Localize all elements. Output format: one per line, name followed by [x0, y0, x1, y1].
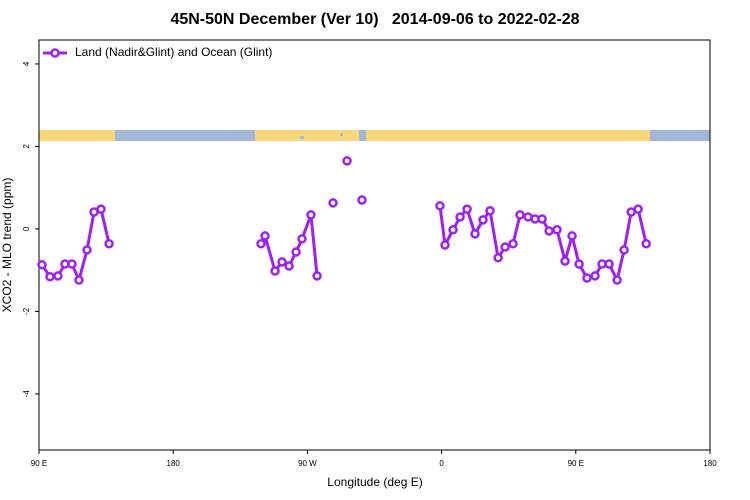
data-point — [448, 224, 458, 235]
x-tick-label: 180 — [167, 459, 181, 468]
chart-title: 45N-50N December (Ver 10) 2014-09-06 to … — [170, 11, 579, 28]
series-line — [40, 205, 648, 282]
data-point — [277, 257, 287, 267]
y-tick-label: 4 — [22, 61, 31, 66]
data-point — [435, 201, 445, 211]
x-tick-label: 90 E — [568, 459, 584, 468]
data-point — [328, 198, 338, 208]
data-point — [53, 271, 63, 281]
legend-marker — [50, 48, 60, 58]
data-point — [478, 215, 488, 225]
data-point — [470, 229, 480, 239]
data-point — [270, 266, 280, 276]
data-point — [440, 240, 450, 250]
x-axis-label: Longitude (deg E) — [327, 475, 422, 489]
data-point — [37, 260, 47, 270]
data-point — [297, 234, 307, 244]
data-point — [574, 259, 584, 269]
x-tick-label: 180 — [703, 459, 717, 468]
data-point — [74, 275, 84, 285]
data-point — [260, 231, 270, 241]
y-tick-label: -2 — [22, 307, 31, 315]
data-point — [582, 273, 592, 283]
x-tick-label: 90 E — [31, 459, 47, 468]
data-point — [619, 245, 629, 255]
data-point — [284, 261, 294, 271]
data-point — [104, 239, 114, 249]
data-point — [537, 214, 547, 224]
data-point — [544, 226, 554, 236]
data-point — [590, 271, 600, 281]
data-point — [508, 239, 518, 249]
data-point — [455, 212, 465, 222]
data-point — [485, 206, 495, 216]
data-point — [612, 275, 622, 285]
data-point — [560, 256, 570, 266]
data-point — [515, 210, 525, 220]
data-point — [633, 204, 643, 214]
x-tick-label: 0 — [439, 459, 444, 468]
data-point — [342, 156, 352, 166]
plot-frame — [38, 39, 711, 451]
data-point — [493, 253, 503, 263]
data-point — [500, 242, 510, 252]
data-point — [82, 245, 92, 255]
data-point — [567, 231, 577, 241]
data-point — [604, 259, 614, 269]
data-point — [96, 204, 106, 214]
data-point — [306, 210, 316, 220]
data-point — [67, 259, 77, 269]
legend-label: Land (Nadir&Glint) and Ocean (Glint) — [75, 45, 272, 59]
x-tick-label: 90 W — [298, 459, 317, 468]
data-point — [462, 204, 472, 214]
y-tick-label: -4 — [22, 390, 31, 398]
map-strip — [39, 130, 710, 141]
data-point — [641, 239, 651, 249]
data-point — [312, 271, 322, 281]
data-point — [45, 272, 55, 282]
data-point — [291, 247, 301, 257]
y-tick-label: 2 — [22, 144, 31, 149]
y-axis-label: XCO2 - MLO trend (ppm) — [0, 178, 14, 313]
data-point — [256, 239, 266, 249]
data-point — [357, 195, 367, 205]
y-tick-label: 0 — [22, 226, 31, 231]
data-point — [552, 224, 562, 235]
